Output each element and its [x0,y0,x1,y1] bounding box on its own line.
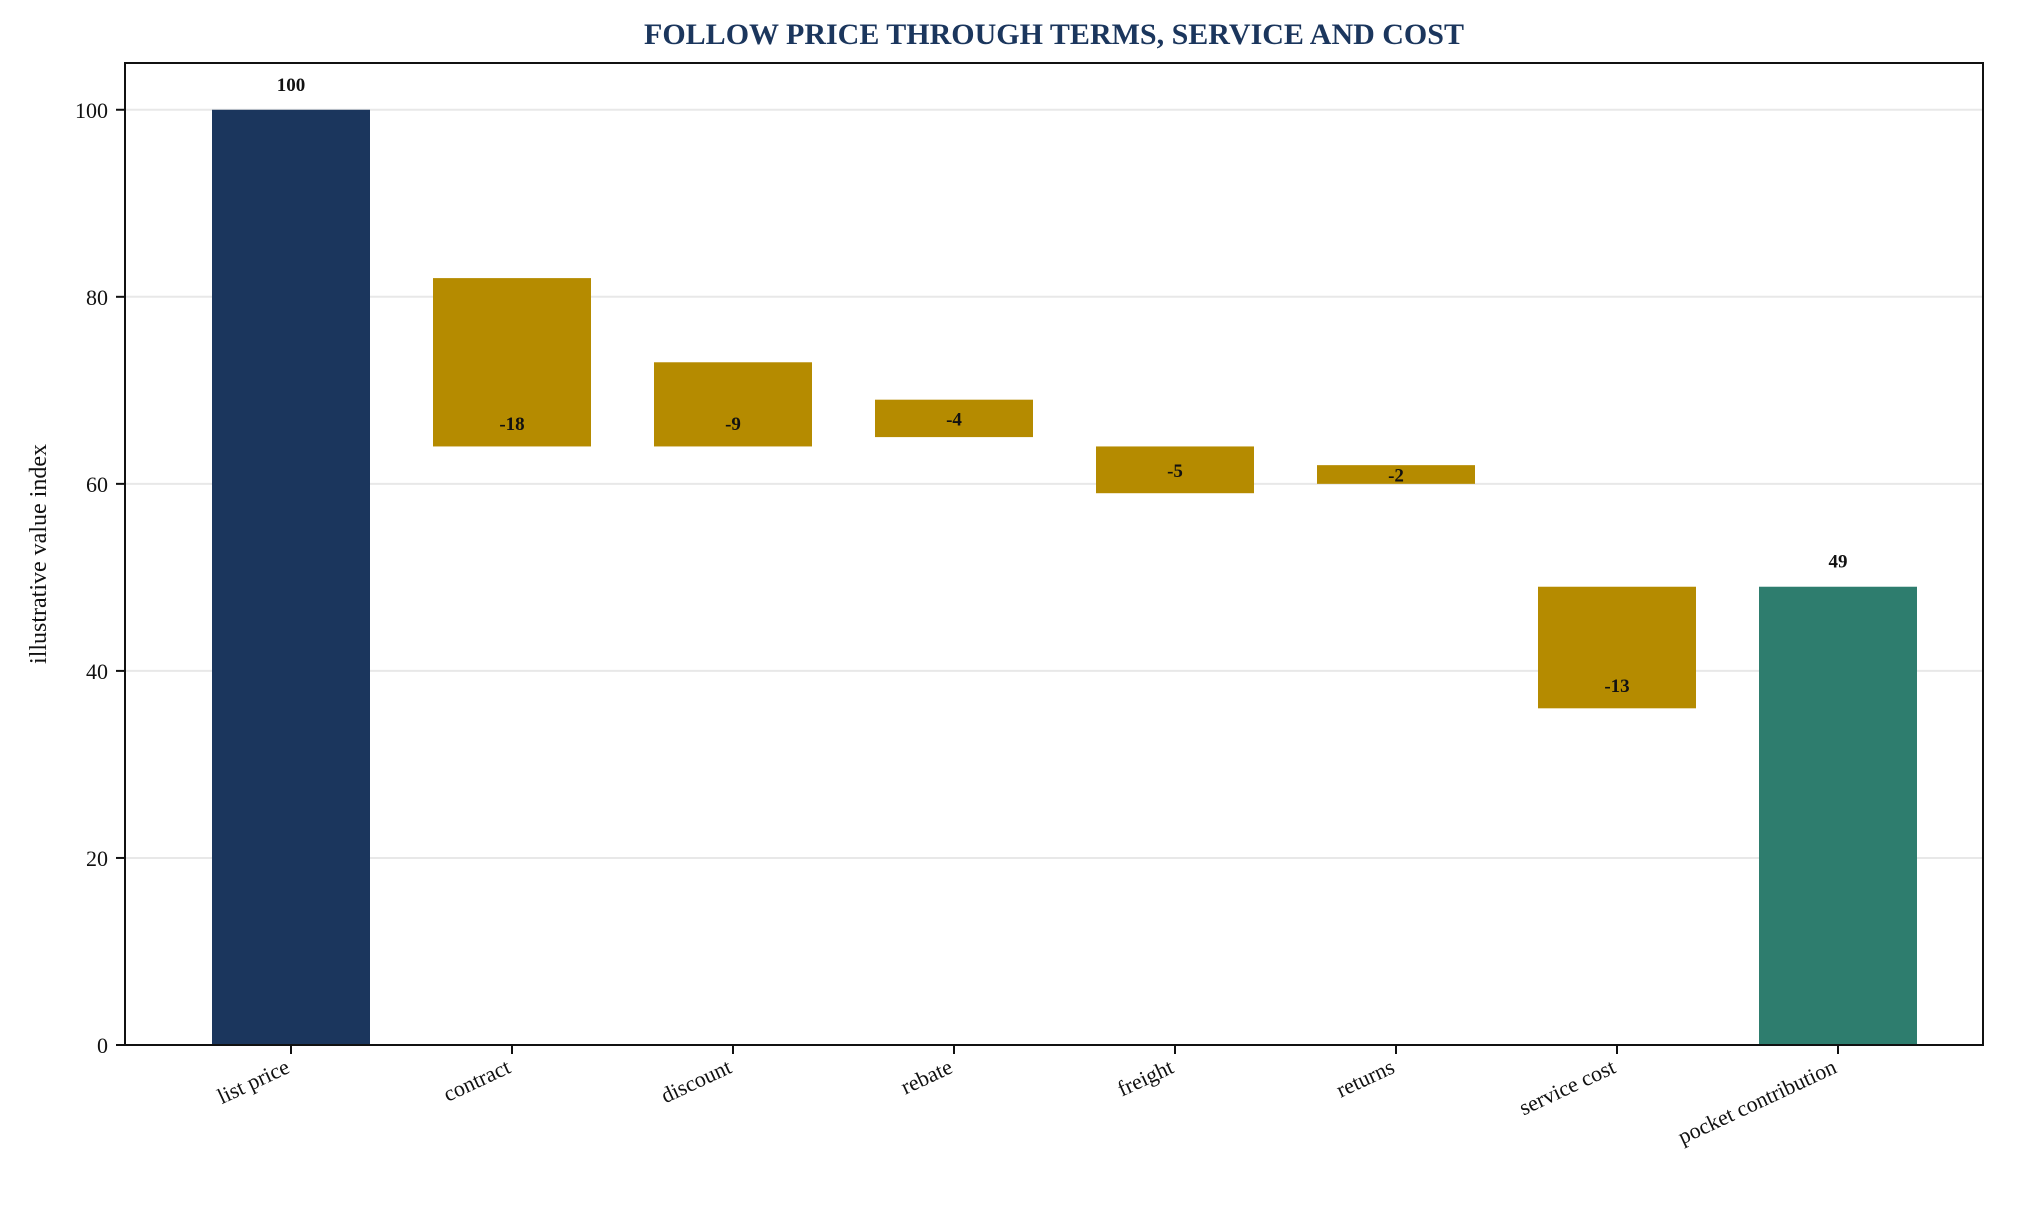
x-tick-label: service cost [1515,1054,1619,1120]
data-labels: 100 -18 -9 -4 -5 -2 -13 49 [277,75,1848,697]
data-label: -5 [1167,461,1183,482]
bar-rebate [875,399,1033,438]
data-label: -4 [946,409,962,430]
x-tick-label: discount [657,1054,735,1108]
bar-service-cost [1538,586,1696,709]
x-tick-label: contract [439,1054,514,1107]
x-tick-label: freight [1113,1054,1177,1101]
x-tick-label: pocket contribution [1674,1054,1840,1149]
bar-pocket-contribution [1759,586,1917,1045]
y-axis-label: illustrative value index [26,444,52,664]
x-tick-label: rebate [897,1054,956,1099]
y-tick-label: 80 [86,285,108,310]
data-label: -13 [1604,676,1629,697]
y-tick-label: 40 [86,659,108,684]
bar-list-price [212,109,370,1045]
bar-discount [654,362,812,447]
data-label: 100 [277,75,306,96]
bars [212,109,1917,1045]
y-tick-label: 20 [86,846,108,871]
y-tick-label: 100 [75,98,108,123]
x-tick-label: list price [213,1054,293,1109]
data-label: -2 [1388,466,1404,487]
bar-returns [1317,465,1475,484]
data-label: 49 [1829,552,1848,573]
data-label: -9 [725,414,741,435]
bar-contract [433,278,591,447]
x-tick-label: returns [1332,1054,1398,1102]
y-tick-label: 0 [97,1033,108,1058]
data-label: -18 [499,414,524,435]
y-tick-label: 60 [86,472,108,497]
plot-frame [124,62,1984,1046]
bar-freight [1096,446,1254,494]
gridlines [125,108,1983,859]
chart-title: FOLLOW PRICE THROUGH TERMS, SERVICE AND … [644,18,1464,51]
